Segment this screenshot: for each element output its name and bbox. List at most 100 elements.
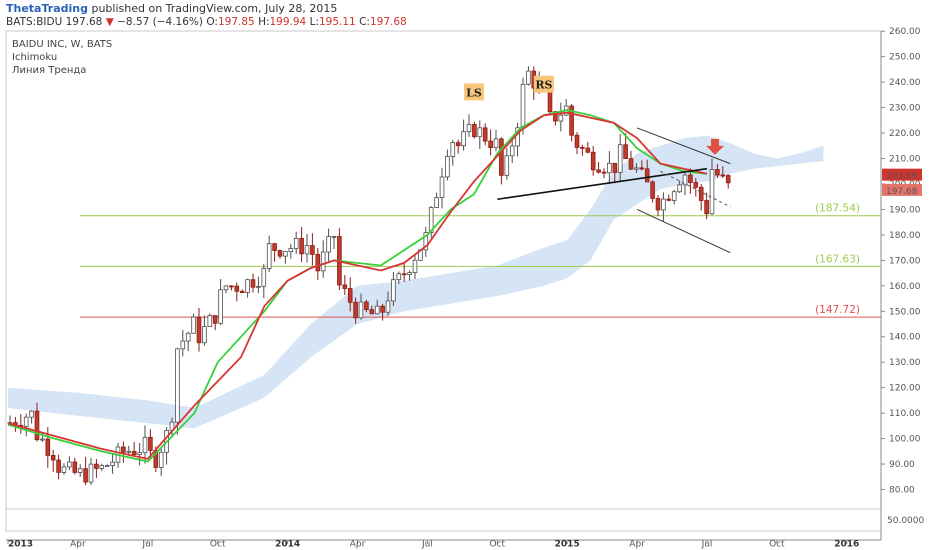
level-label: (167.63) [815,253,860,265]
candle-body [126,450,132,453]
candle-body [353,301,358,319]
y-tick-label: 210.00 [889,155,921,165]
candle-body [461,131,466,147]
candle-body [488,140,493,149]
candle-body [434,197,439,208]
candle-body [596,169,601,173]
close-label: C: [359,16,370,28]
low-label: L: [309,16,319,28]
x-tick-label: Jul [421,540,433,550]
candle-body [266,243,272,269]
candle-body [396,273,402,281]
candle-body [29,410,34,418]
candle-body [191,316,196,334]
candle-body [34,410,40,441]
candle-body [142,436,148,454]
candle-body [504,155,510,176]
level-label: (187.54) [815,203,860,215]
y-tick-label: 80.00 [889,486,915,496]
publish-line: ThetaTrading published on TradingView.co… [6,2,337,15]
x-tick-label: Jul [701,540,713,550]
candle-body [131,450,137,455]
candle-body [466,124,472,133]
candle-body [272,243,277,251]
candle-body [288,248,294,253]
candle-body [450,142,456,157]
price-change: −8.57 (−4.16%) [117,16,203,28]
candle-body [412,259,418,273]
candle-body [229,285,234,288]
candle-body [634,167,639,170]
candle-body [623,144,628,160]
symbol-label[interactable]: BATS:BIDU [6,16,63,28]
candle-body [202,326,207,344]
candle-body [455,142,461,147]
down-arrow-icon: ▼ [105,16,114,28]
candle-body [50,455,56,461]
y-tick-label: 220.00 [889,129,921,139]
candle-body [698,186,704,201]
x-tick-label: 2016 [834,540,859,550]
y-tick-label: 180.00 [889,231,921,241]
candle-body [40,438,45,441]
candle-body [88,463,94,483]
candle-body [650,181,655,199]
close-value: 197.68 [369,16,407,28]
open-label: O: [206,16,218,28]
x-axis-ticks: 2013 Apr Jul Oct 2014 Apr Jul Oct 2015 Apr Jul Oct 2… [7,540,859,550]
candlesticks [7,66,731,486]
candle-body [358,301,364,319]
candle-body [185,332,191,342]
candle-body [121,446,126,453]
candle-body [137,452,142,455]
x-tick-label: 2013 [8,540,33,550]
price-tag-label: 203.66 [886,172,918,182]
candle-body [261,268,267,287]
candle-body [612,162,618,173]
cloud-area [8,135,824,429]
y-tick-label: 120.00 [889,384,921,394]
price-tags: 203.66 197.68 [882,168,922,197]
candle-body [277,250,283,257]
y-tick-label: 240.00 [889,78,921,88]
base-line [7,111,708,460]
x-tick-label: 2014 [275,540,300,550]
candle-body [553,111,558,122]
y-tick-label: 190.00 [889,205,921,215]
candle-body [67,461,72,468]
candle-body [110,461,115,466]
annotation-box [533,75,554,93]
x-tick-label: Apr [629,540,645,550]
y-tick-label: 170.00 [889,256,921,266]
price-tag-box [882,168,922,181]
candle-body [369,309,375,315]
indicator-legend-ichimoku[interactable]: Ichimoku [12,52,57,63]
candle-body [56,459,61,473]
candle-body [547,90,553,113]
sub-pane[interactable] [5,508,882,532]
candle-body [99,465,105,469]
candle-body [72,461,78,473]
main-pane[interactable] [5,30,882,510]
candle-body [423,232,429,251]
candle-body [83,468,88,483]
candle-body [61,466,67,473]
candle-body [342,284,348,289]
author-link[interactable]: ThetaTrading [6,2,88,15]
candle-body [212,315,218,324]
indicator-legend-trendline[interactable]: Линия Тренда [12,65,86,76]
candle-body [385,300,391,313]
candle-body [688,174,693,183]
candle-body [326,236,331,253]
y-tick-label: 90.00 [889,460,915,470]
last-price: 197.68 [65,16,103,28]
candle-body [590,151,596,171]
candle-body [310,245,315,255]
chart-title: BAIDU INC, W, BATS [12,39,112,50]
candle-body [234,285,240,292]
y-tick-label: 230.00 [889,104,921,114]
candle-body [158,451,164,468]
candle-body [607,162,612,174]
candle-body [509,145,515,157]
